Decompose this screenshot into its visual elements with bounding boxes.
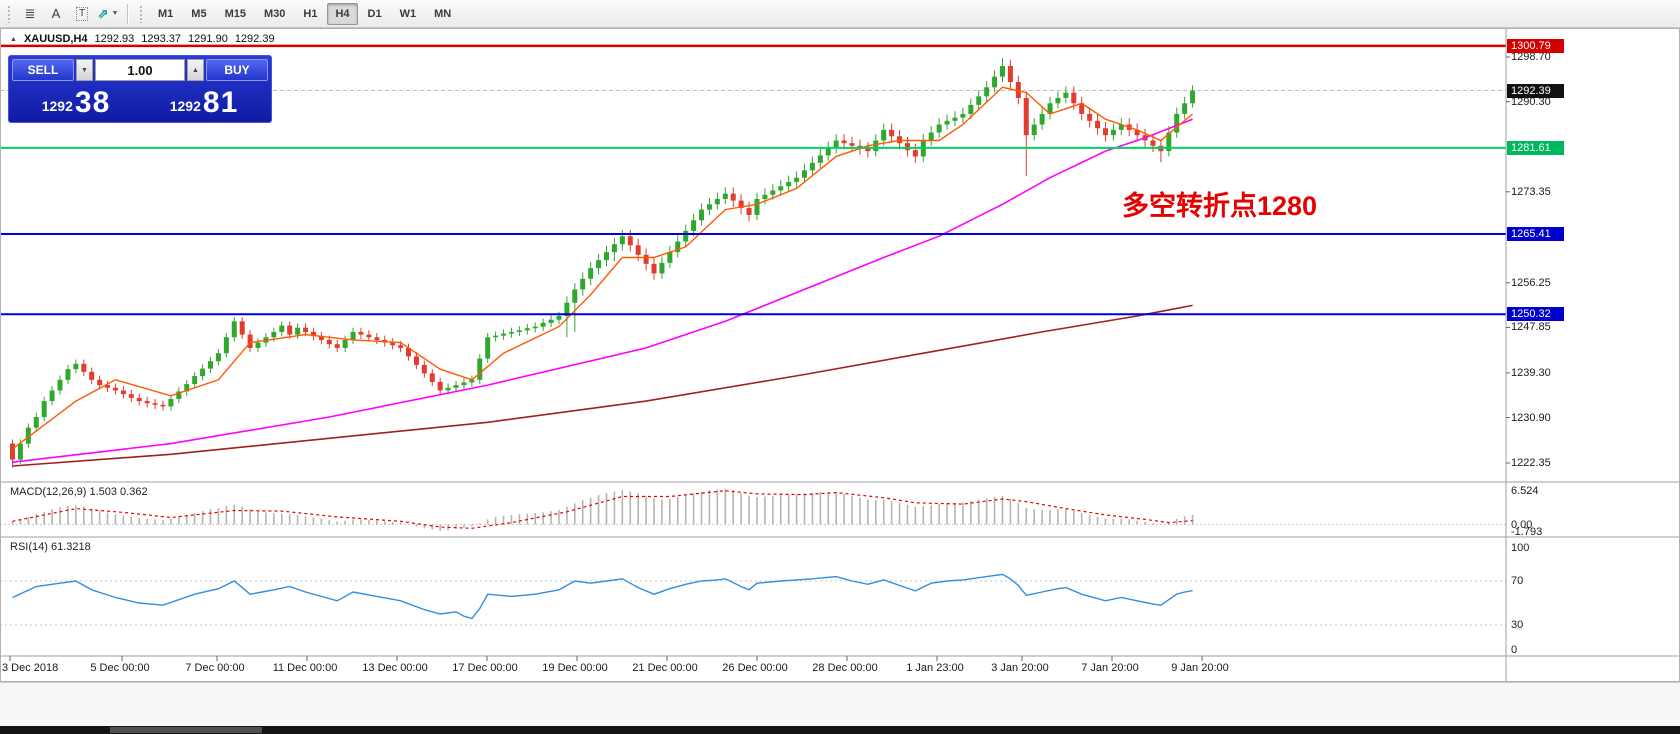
text-label-button[interactable]: A (44, 2, 68, 26)
toolbar-grip[interactable] (7, 4, 12, 23)
ohlc-low: 1291.90 (188, 33, 228, 45)
chart-toolbar: ≣ A T ⇗ ▼ M1 M5 M15 M30 H1 H4 D1 W1 MN (0, 0, 1680, 28)
buy-price-display[interactable]: 1292 81 (140, 81, 268, 119)
bottom-panel-tab[interactable] (110, 727, 262, 733)
volume-increase-button[interactable]: ▲ (187, 59, 204, 81)
workspace-gap (0, 682, 1680, 727)
macd-indicator-label: MACD(12,26,9) 1.503 0.362 (10, 486, 148, 498)
symbol-marker-icon: ▲ (10, 35, 17, 43)
toolbar-grip-2[interactable] (139, 4, 144, 23)
text-box-icon: T (75, 6, 89, 21)
timeframe-button-m1[interactable]: M1 (158, 7, 174, 20)
chart-annotation: 多空转折点1280 (1122, 191, 1318, 221)
text-box-button[interactable]: T (70, 2, 94, 26)
sell-price-main: 1292 (41, 98, 73, 114)
timeframe-button-h1[interactable]: H1 (303, 7, 318, 20)
text-label-icon: A (51, 6, 61, 21)
drawing-tools-group: ≣ A T ⇗ ▼ (17, 2, 121, 26)
timeframe-button-m30[interactable]: M30 (263, 7, 286, 20)
symbol-name: XAUUSD,H4 (23, 33, 88, 45)
buy-button[interactable]: BUY (206, 59, 268, 81)
arrows-dropdown-button[interactable]: ⇗ ▼ (96, 2, 120, 26)
one-click-trading-panel: SELL ▼ ▲ BUY 1292 38 1292 81 (8, 55, 272, 123)
draw-lines-icon: ≣ (24, 5, 36, 21)
sell-price-display[interactable]: 1292 38 (12, 81, 140, 119)
volume-input[interactable] (95, 59, 185, 81)
volume-decrease-button[interactable]: ▼ (76, 59, 93, 81)
timeframe-button-mn[interactable]: MN (434, 7, 452, 20)
timeframe-button-m15[interactable]: M15 (224, 7, 246, 20)
rsi-indicator-label: RSI(14) 61.3218 (10, 541, 91, 553)
draw-lines-button[interactable]: ≣ (18, 2, 42, 26)
buy-price-pips: 81 (202, 86, 239, 119)
ohlc-close: 1292.39 (234, 33, 275, 45)
symbol-info: ▲ XAUUSD,H4 1292.93 1293.37 1291.90 1292… (10, 33, 275, 45)
buy-price-main: 1292 (169, 98, 201, 114)
timeframe-button-w1[interactable]: W1 (399, 7, 417, 20)
chevron-down-icon: ▼ (111, 10, 119, 17)
timeframe-button-m5[interactable]: M5 (191, 7, 207, 20)
timeframe-button-h4[interactable]: H4 (327, 2, 358, 25)
timeframe-button-d1[interactable]: D1 (367, 7, 382, 20)
bottom-panel-strip (0, 726, 1680, 734)
sell-button[interactable]: SELL (12, 59, 74, 81)
ohlc-open: 1292.93 (94, 33, 135, 45)
chart-canvas[interactable] (0, 28, 1680, 682)
timeframe-buttons-group: M1 M5 M15 M30 H1 H4 D1 W1 MN (149, 2, 460, 25)
toolbar-separator (127, 3, 128, 24)
ohlc-high: 1293.37 (141, 33, 182, 45)
chart-window: 1298.70 1290.30 1273.35 1256.25 1247.85 1239.… (0, 28, 1680, 682)
sell-price-pips: 38 (74, 86, 111, 119)
arrows-dropdown-icon: ⇗ (97, 5, 109, 21)
